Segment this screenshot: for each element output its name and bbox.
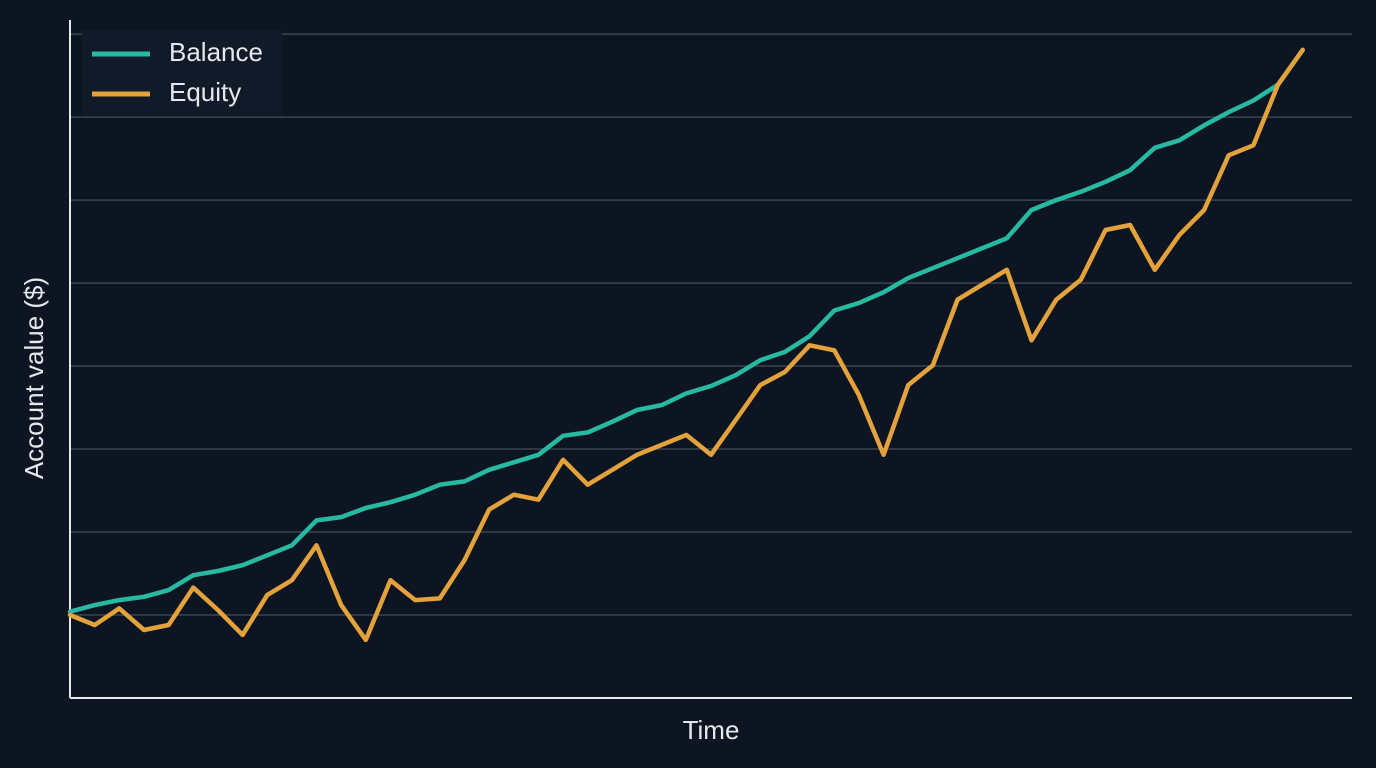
- legend-label: Equity: [169, 77, 241, 107]
- x-axis-label: Time: [683, 715, 740, 745]
- legend-label: Balance: [169, 37, 263, 67]
- y-axis-label: Account value ($): [19, 277, 49, 479]
- series-line: [67, 47, 1305, 614]
- series-line: [67, 47, 1305, 643]
- legend-box: [82, 30, 282, 116]
